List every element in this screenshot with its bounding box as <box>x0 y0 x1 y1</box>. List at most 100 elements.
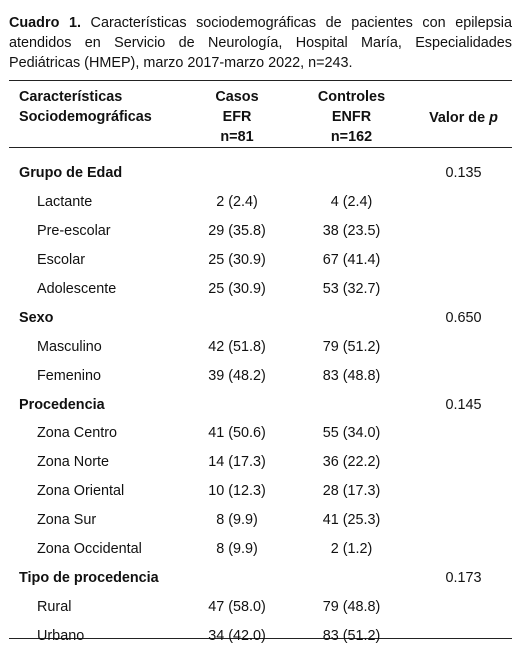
header-row: Características Sociodemográficas Casos … <box>9 87 512 159</box>
row-controls: 36 (22.2) <box>322 454 381 471</box>
caption-text: Características sociodemográficas de pac… <box>9 15 512 71</box>
row-p-empty <box>415 246 512 275</box>
row-label: Zona Centro <box>37 425 117 442</box>
table-row: Rural 47 (58.0) 79 (48.8) <box>9 592 512 621</box>
header-p-value-prefix: Valor de <box>429 110 490 126</box>
header-controls-line-2: ENFR <box>331 109 372 125</box>
header-cases-line-1: Casos <box>215 89 259 105</box>
row-label: Zona Sur <box>37 512 97 529</box>
group-name: Procedencia <box>19 396 105 413</box>
row-controls: 53 (32.7) <box>322 281 381 297</box>
row-cases: 39 (48.2) <box>208 367 266 384</box>
group-row: Tipo de procedencia 0.173 <box>9 563 512 592</box>
group-cases-empty <box>186 303 288 332</box>
header-cases: Casos EFR n=81 <box>186 87 288 159</box>
row-controls: 38 (23.5) <box>322 223 381 240</box>
row-controls: 79 (48.8) <box>322 598 381 615</box>
row-cases: 2 (2.4) <box>216 194 258 211</box>
group-controls-empty <box>288 159 415 188</box>
group-p-value: 0.650 <box>445 309 482 326</box>
row-p-empty <box>415 592 512 621</box>
demographics-table: Características Sociodemográficas Casos … <box>9 87 512 650</box>
row-p-empty <box>415 361 512 390</box>
row-cases: 14 (17.3) <box>208 454 266 471</box>
table-row: Zona Centro 41 (50.6) 55 (34.0) <box>9 419 512 448</box>
group-cases-empty <box>186 390 288 419</box>
group-name: Tipo de procedencia <box>19 569 159 586</box>
row-p-empty <box>415 188 512 217</box>
row-label: Zona Occidental <box>37 541 142 558</box>
group-cases-empty <box>186 159 288 188</box>
row-p-empty <box>415 621 512 650</box>
header-cases-line-3: n=81 <box>220 129 254 145</box>
row-p-empty <box>415 535 512 564</box>
group-p-value: 0.135 <box>445 165 482 182</box>
row-cases: 34 (42.0) <box>208 627 266 644</box>
table-row: Femenino 39 (48.2) 83 (48.8) <box>9 361 512 390</box>
table-row: Zona Sur 8 (9.9) 41 (25.3) <box>9 506 512 535</box>
row-cases: 41 (50.6) <box>208 425 266 442</box>
row-controls: 28 (17.3) <box>322 483 381 500</box>
header-p-value-variable: p <box>489 110 498 126</box>
row-controls: 4 (2.4) <box>330 194 373 211</box>
row-cases: 42 (51.8) <box>208 338 266 355</box>
header-p-value: Valor de p <box>415 87 512 159</box>
row-cases: 25 (30.9) <box>208 281 266 297</box>
row-controls: 79 (51.2) <box>322 338 381 355</box>
group-p-value: 0.145 <box>445 396 482 413</box>
row-label: Rural <box>37 598 72 615</box>
group-controls-empty <box>288 303 415 332</box>
group-row: Grupo de Edad 0.135 <box>9 159 512 188</box>
row-label: Lactante <box>37 194 93 211</box>
row-p-empty <box>415 419 512 448</box>
table-row: Zona Oriental 10 (12.3) 28 (17.3) <box>9 477 512 506</box>
row-controls: 83 (51.2) <box>322 627 381 644</box>
row-label: Pre-escolar <box>37 223 111 240</box>
row-p-empty <box>415 506 512 535</box>
table-row: Lactante 2 (2.4) 4 (2.4) <box>9 188 512 217</box>
row-cases: 10 (12.3) <box>208 483 266 500</box>
table-header: Características Sociodemográficas Casos … <box>9 87 512 159</box>
table-row: Escolar 25 (30.9) 67 (41.4) <box>9 246 512 275</box>
row-cases: 8 (9.9) <box>216 512 258 529</box>
header-controls-line-3: n=162 <box>330 129 373 145</box>
row-label: Zona Oriental <box>37 483 125 500</box>
group-name: Grupo de Edad <box>19 165 123 182</box>
row-controls: 41 (25.3) <box>322 512 381 529</box>
table-row: Adolescente 25 (30.9) 53 (32.7) <box>9 275 512 304</box>
row-label: Adolescente <box>37 281 117 297</box>
header-rule <box>9 147 512 148</box>
group-controls-empty <box>288 390 415 419</box>
table-body: Grupo de Edad 0.135 Lactante 2 (2.4) 4 (2.4)… <box>9 159 512 650</box>
header-characteristics-line-1: Características <box>19 89 123 105</box>
row-label: Masculino <box>37 338 102 355</box>
table-row: Pre-escolar 29 (35.8) 38 (23.5) <box>9 217 512 246</box>
row-controls: 83 (48.8) <box>322 367 381 384</box>
header-characteristics: Características Sociodemográficas <box>9 87 186 159</box>
row-label: Femenino <box>37 367 101 384</box>
header-controls-line-1: Controles <box>317 89 386 105</box>
group-name: Sexo <box>19 309 54 326</box>
table-row: Zona Occidental 8 (9.9) 2 (1.2) <box>9 535 512 564</box>
table-row: Masculino 42 (51.8) 79 (51.2) <box>9 332 512 361</box>
row-cases: 47 (58.0) <box>208 598 266 615</box>
row-p-empty <box>415 477 512 506</box>
bottom-rule <box>9 638 512 639</box>
table-row: Zona Norte 14 (17.3) 36 (22.2) <box>9 448 512 477</box>
table-row: Urbano 34 (42.0) 83 (51.2) <box>9 621 512 650</box>
row-p-empty <box>415 332 512 361</box>
row-p-empty <box>415 448 512 477</box>
group-p-value: 0.173 <box>445 569 482 586</box>
header-cases-line-2: EFR <box>222 109 252 125</box>
group-controls-empty <box>288 563 415 592</box>
header-controls: Controles ENFR n=162 <box>288 87 415 159</box>
row-cases: 29 (35.8) <box>208 223 266 240</box>
row-p-empty <box>415 275 512 304</box>
row-label: Zona Norte <box>37 454 109 471</box>
caption-label: Cuadro 1. <box>9 15 81 31</box>
top-rule <box>9 80 512 81</box>
row-p-empty <box>415 217 512 246</box>
row-controls: 55 (34.0) <box>322 425 381 442</box>
row-label: Escolar <box>37 252 85 269</box>
row-label: Urbano <box>37 627 85 644</box>
